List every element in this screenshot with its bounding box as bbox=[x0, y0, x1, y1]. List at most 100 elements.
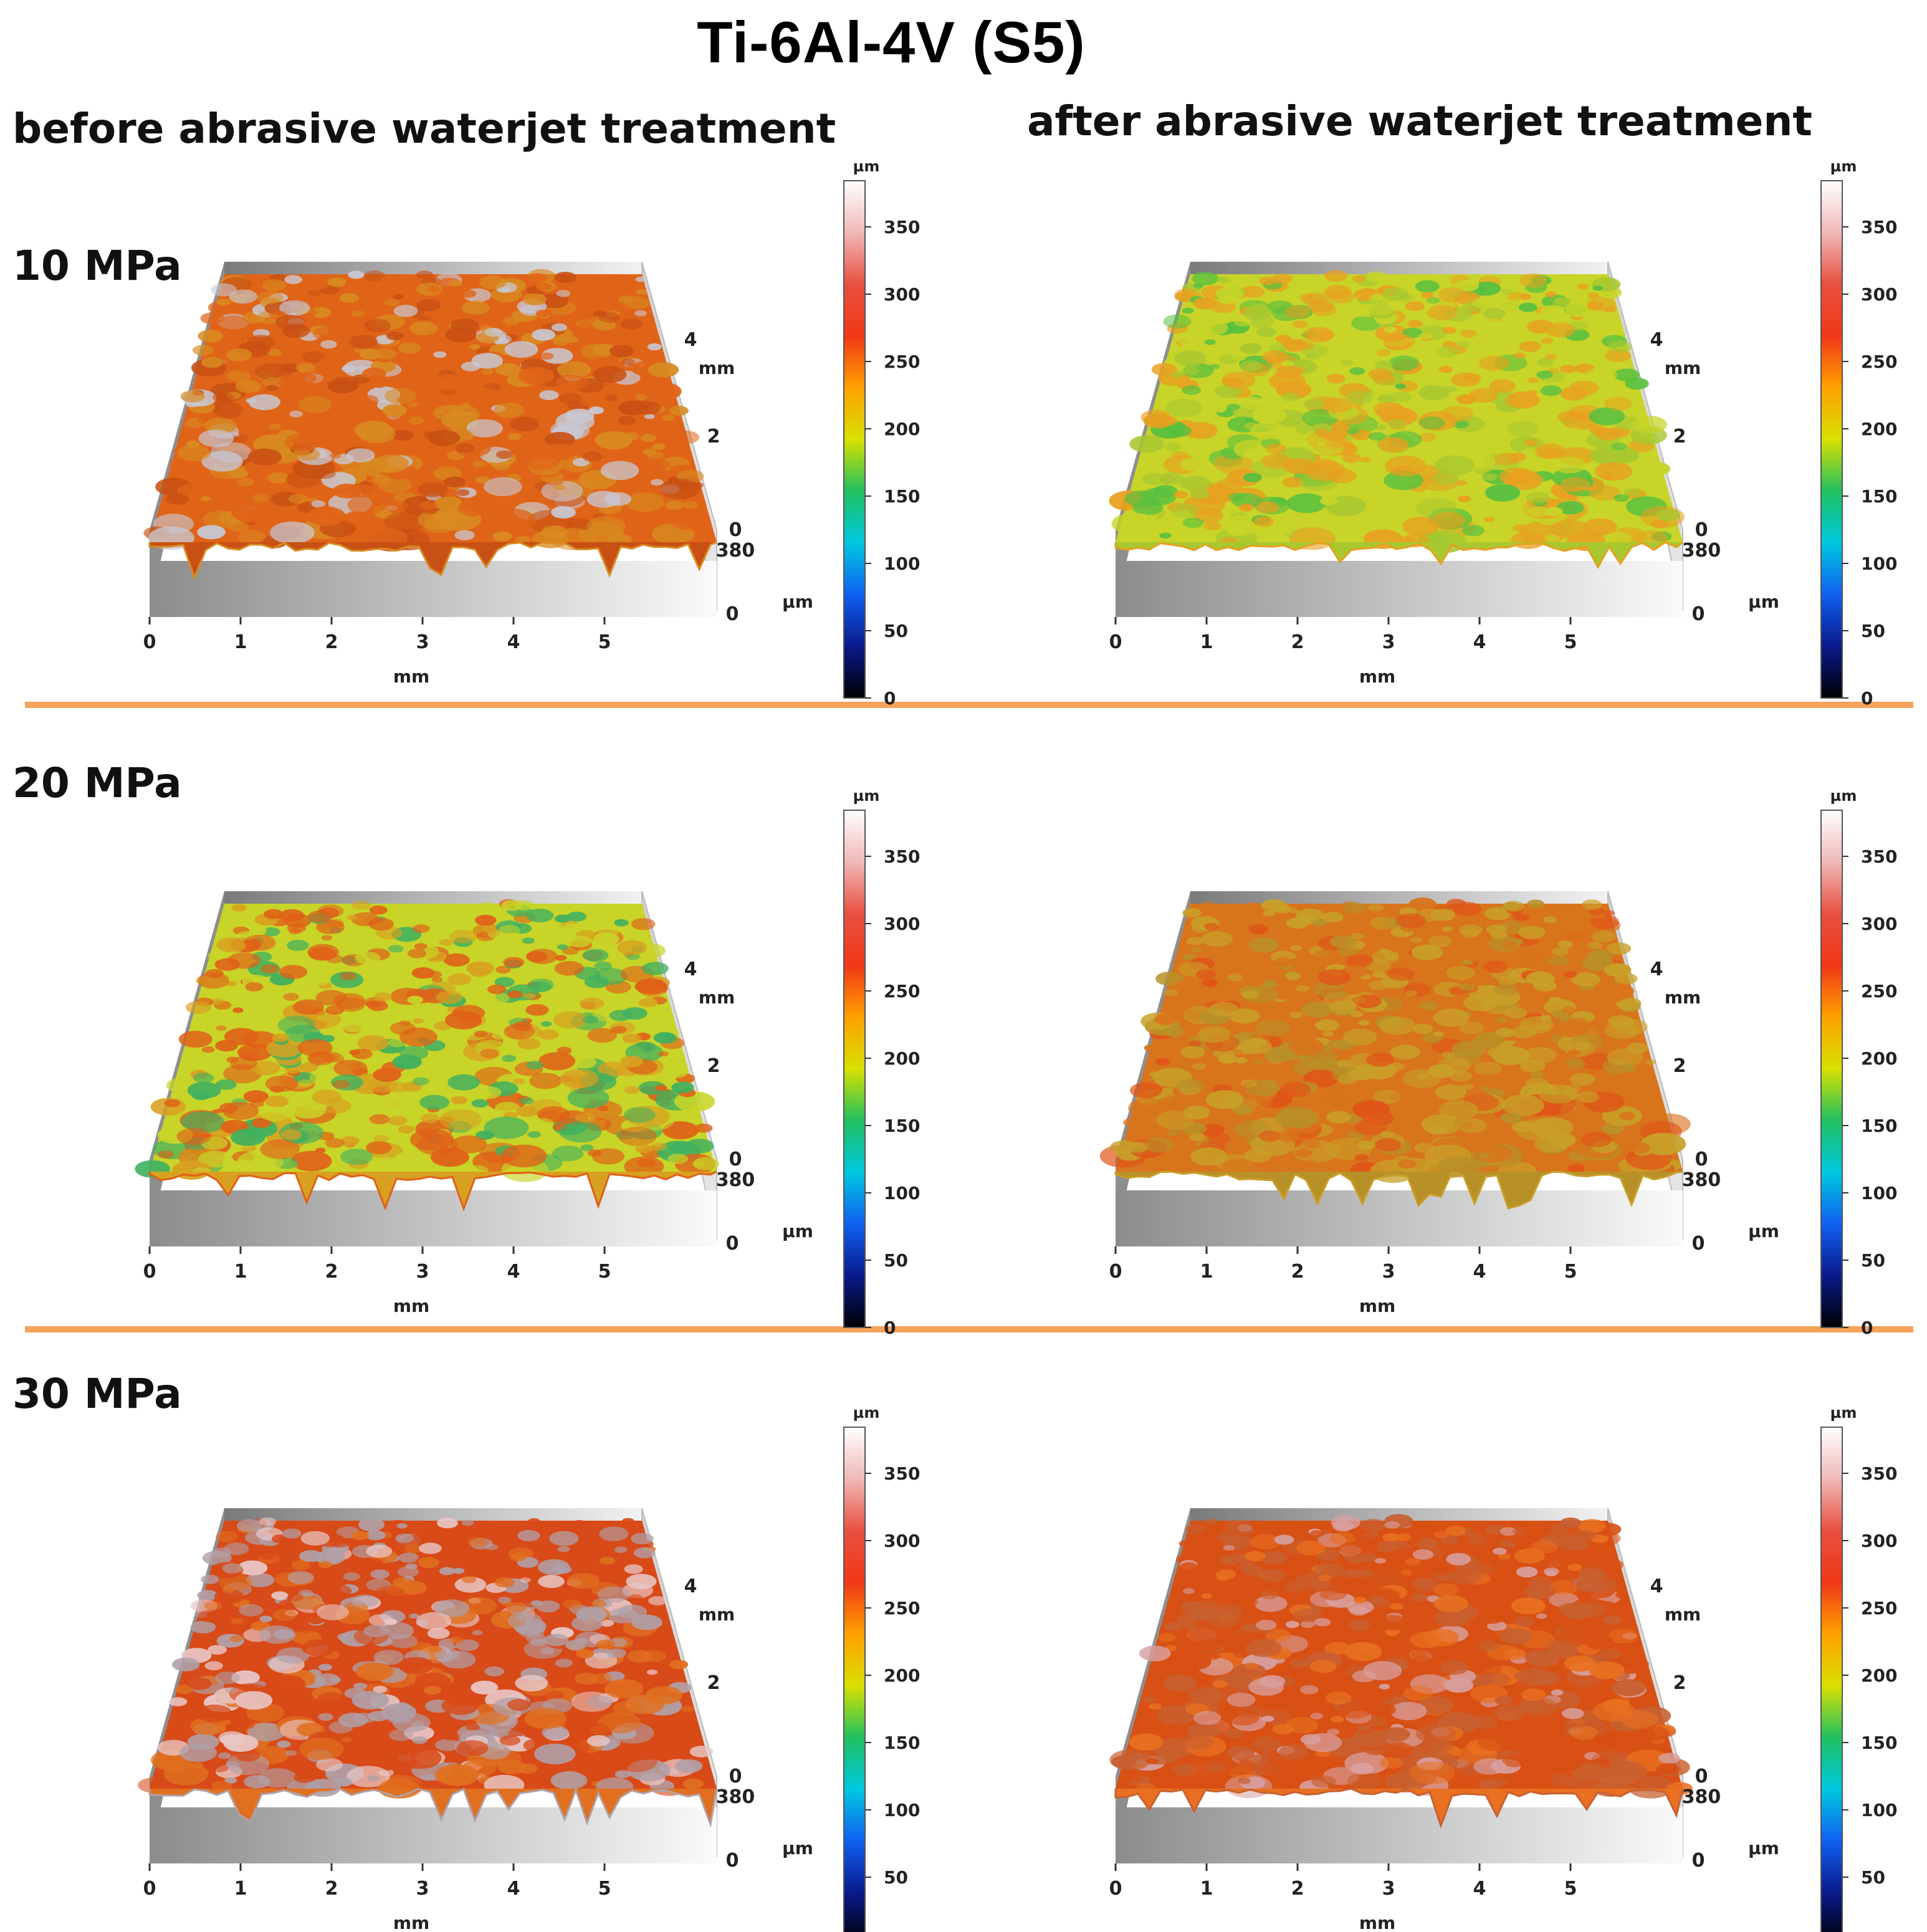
colorbar-unit: µm bbox=[853, 1404, 880, 1422]
x-axis: 0 1 2 3 4 5 mm bbox=[1109, 1863, 1577, 1932]
y-tick-label: 0 bbox=[729, 1766, 742, 1787]
x-tick-label: 1 bbox=[1200, 631, 1213, 653]
z-tick-label: 0 bbox=[726, 1233, 739, 1255]
y-tick-label: 4 bbox=[1650, 1576, 1663, 1597]
x-axis-unit: mm bbox=[1359, 1296, 1395, 1316]
surface-front-edge bbox=[148, 1170, 717, 1212]
colorbar-tick-label: 350 bbox=[884, 1463, 920, 1484]
colorbar-unit: µm bbox=[853, 158, 880, 175]
surface-texture bbox=[1109, 270, 1685, 553]
surface-front-edge bbox=[1114, 1170, 1683, 1210]
z-tick-label: 380 bbox=[1682, 540, 1721, 562]
y-tick-label: 4 bbox=[684, 1576, 697, 1597]
colorbar-tick-label: 150 bbox=[1861, 1733, 1897, 1753]
y-axis-unit: mm bbox=[699, 358, 735, 378]
row-label-30mpa: 30 MPa bbox=[12, 1370, 182, 1418]
colorbar-tick-label: 0 bbox=[1861, 1317, 1873, 1338]
y-axis: 0 2 4mm bbox=[684, 959, 742, 1170]
y-tick-label: 0 bbox=[729, 1149, 742, 1170]
z-tick-label: 380 bbox=[716, 540, 755, 562]
surface-texture bbox=[1099, 897, 1691, 1184]
x-tick-label: 0 bbox=[1109, 1878, 1122, 1900]
surface-texture bbox=[1109, 1514, 1693, 1799]
back-wall bbox=[224, 891, 642, 904]
colorbar-tick-label: 250 bbox=[1861, 981, 1897, 1002]
back-wall bbox=[1190, 891, 1608, 904]
z-axis: 380 0 µm bbox=[1682, 1786, 1779, 1872]
column-header-after: after abrasive waterjet treatment bbox=[1027, 97, 1812, 145]
colorbar-unit: µm bbox=[1830, 158, 1857, 175]
x-tick-label: 1 bbox=[1200, 1261, 1213, 1283]
colorbar-gradient bbox=[1820, 180, 1843, 699]
colorbar-tick-label: 50 bbox=[1861, 621, 1885, 641]
x-tick-label: 3 bbox=[1382, 631, 1395, 653]
x-axis-unit: mm bbox=[393, 1296, 429, 1316]
x-tick-label: 5 bbox=[598, 1261, 611, 1283]
z-axis-unit: µm bbox=[782, 1221, 813, 1241]
row-label-10mpa: 10 MPa bbox=[12, 242, 182, 290]
z-tick-label: 380 bbox=[1682, 1786, 1721, 1808]
x-tick-label: 4 bbox=[1473, 1878, 1486, 1900]
y-axis-unit: mm bbox=[1665, 358, 1701, 378]
surface-plot-group: 012345mm024mm3800µmµm0501001502002503003… bbox=[138, 1404, 920, 1932]
colorbar-tick-label: 150 bbox=[884, 1116, 920, 1136]
colorbar-tick-label: 50 bbox=[1861, 1867, 1885, 1888]
x-tick-label: 2 bbox=[325, 1261, 338, 1283]
z-axis: 380 0 µm bbox=[716, 1786, 813, 1872]
x-tick-label: 3 bbox=[1382, 1878, 1395, 1900]
z-tick-label: 0 bbox=[1692, 603, 1705, 625]
x-axis-unit: mm bbox=[1359, 666, 1395, 687]
colorbar-tick-label: 150 bbox=[884, 486, 920, 507]
colorbar-tick-label: 350 bbox=[1861, 1463, 1897, 1484]
colorbar-tick-label: 150 bbox=[1861, 486, 1897, 507]
x-tick-label: 3 bbox=[416, 631, 429, 653]
x-axis: 0 1 2 3 4 5 mm bbox=[143, 617, 611, 687]
z-axis: 380 0 µm bbox=[716, 540, 813, 625]
z-axis: 380 0 µm bbox=[1682, 1169, 1779, 1255]
row-divider-1 bbox=[25, 702, 1913, 708]
y-tick-label: 0 bbox=[1695, 1766, 1708, 1787]
x-tick-label: 4 bbox=[507, 1261, 520, 1283]
surface-texture bbox=[143, 269, 706, 552]
x-tick-label: 4 bbox=[1473, 631, 1486, 653]
x-tick-label: 2 bbox=[1291, 1878, 1304, 1900]
colorbar-tick-label: 300 bbox=[1861, 284, 1897, 305]
surface-front-edge bbox=[1114, 541, 1683, 570]
x-axis: 0 1 2 3 4 5 mm bbox=[1109, 1246, 1577, 1316]
colorbar-tick-label: 50 bbox=[884, 621, 908, 641]
y-axis: 0 2 4mm bbox=[1650, 959, 1708, 1170]
colorbar-tick-label: 300 bbox=[1861, 1531, 1897, 1551]
colorbar-tick-label: 350 bbox=[1861, 217, 1897, 237]
y-tick-label: 2 bbox=[1673, 1055, 1686, 1077]
colorbar-tick-label: 100 bbox=[1861, 1183, 1897, 1203]
colorbar-tick-label: 300 bbox=[1861, 914, 1897, 934]
back-wall bbox=[1190, 262, 1608, 274]
colorbar-tick-label: 200 bbox=[1861, 1048, 1897, 1069]
colorbar-unit: µm bbox=[853, 787, 880, 805]
front-wall bbox=[1116, 1807, 1683, 1863]
colorbar-tick-label: 250 bbox=[884, 1598, 920, 1619]
row-label-20mpa: 20 MPa bbox=[12, 759, 182, 807]
x-tick-label: 5 bbox=[1564, 631, 1577, 653]
colorbar-tick-label: 0 bbox=[884, 688, 896, 709]
front-wall bbox=[150, 1190, 717, 1246]
colorbar-tick-label: 300 bbox=[884, 914, 920, 934]
colorbar-tick-label: 200 bbox=[884, 419, 920, 439]
y-tick-label: 4 bbox=[1650, 959, 1663, 980]
x-tick-label: 1 bbox=[1200, 1878, 1213, 1900]
z-axis: 380 0 µm bbox=[1682, 540, 1779, 625]
y-tick-label: 4 bbox=[684, 959, 697, 980]
back-wall bbox=[224, 1508, 642, 1521]
x-tick-label: 4 bbox=[1473, 1261, 1486, 1283]
column-header-before: before abrasive waterjet treatment bbox=[12, 105, 836, 153]
z-axis-unit: µm bbox=[782, 1838, 813, 1858]
colorbar-gradient bbox=[1820, 810, 1843, 1328]
